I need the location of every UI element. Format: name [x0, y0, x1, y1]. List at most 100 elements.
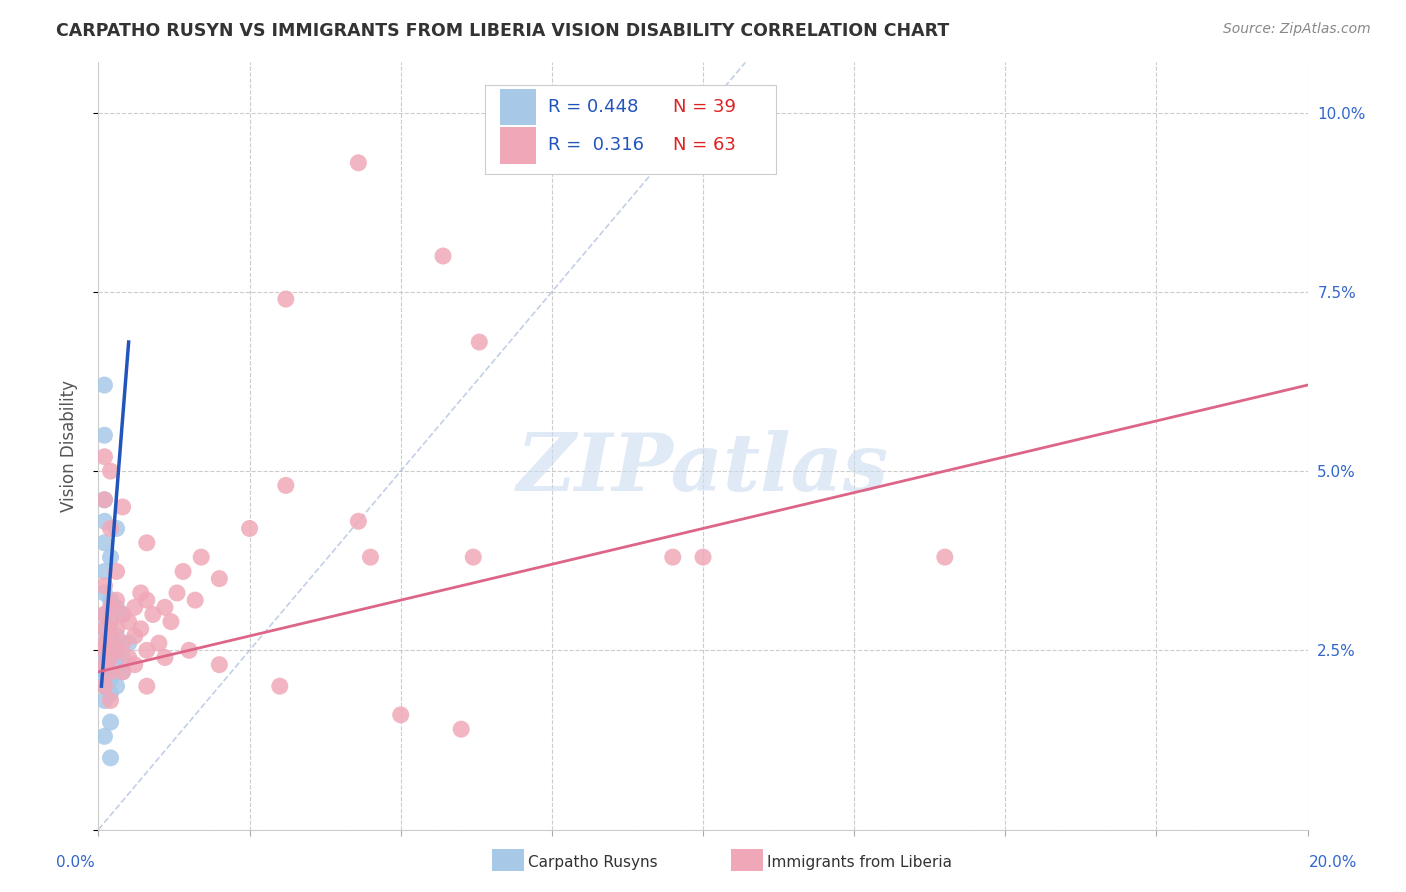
Point — [93, 428, 115, 442]
Point — [100, 665, 122, 679]
Text: R = 0.448: R = 0.448 — [548, 98, 638, 116]
Point — [111, 607, 134, 622]
Point — [100, 464, 122, 478]
Point — [100, 714, 122, 729]
Point — [93, 378, 115, 392]
Point — [100, 550, 122, 565]
Point — [124, 657, 146, 672]
Text: R =  0.316: R = 0.316 — [548, 136, 644, 154]
Point — [347, 156, 370, 170]
Point — [172, 565, 194, 579]
Point — [100, 600, 122, 615]
Point — [93, 514, 115, 528]
Point — [129, 586, 152, 600]
Point — [93, 586, 115, 600]
Point — [100, 615, 122, 629]
Point — [135, 536, 157, 550]
Text: 20.0%: 20.0% — [1309, 855, 1357, 870]
Point — [274, 292, 297, 306]
Point — [347, 514, 370, 528]
Point — [105, 521, 128, 535]
Point — [93, 636, 115, 650]
Point — [432, 249, 454, 263]
Point — [463, 550, 485, 565]
Point — [93, 672, 115, 686]
Point — [93, 492, 115, 507]
Point — [934, 550, 956, 565]
Y-axis label: Vision Disability: Vision Disability — [59, 380, 77, 512]
Point — [100, 615, 122, 629]
Point — [93, 665, 115, 679]
Point — [184, 593, 207, 607]
Point — [153, 650, 176, 665]
Point — [118, 615, 141, 629]
Point — [111, 636, 134, 650]
Point — [135, 643, 157, 657]
Point — [93, 657, 115, 672]
Point — [661, 550, 683, 565]
Point — [111, 665, 134, 679]
Point — [93, 679, 115, 693]
Point — [93, 657, 115, 672]
Point — [93, 693, 115, 707]
Point — [111, 607, 134, 622]
Point — [93, 643, 115, 657]
Point — [166, 586, 188, 600]
Point — [93, 730, 115, 744]
Point — [111, 650, 134, 665]
Point — [105, 679, 128, 693]
Point — [100, 751, 122, 765]
Point — [93, 643, 115, 657]
Point — [190, 550, 212, 565]
Point — [360, 550, 382, 565]
Point — [100, 693, 122, 707]
Point — [129, 622, 152, 636]
Bar — [501, 88, 536, 126]
Point — [208, 572, 231, 586]
Point — [93, 607, 115, 622]
Point — [389, 707, 412, 722]
Point — [93, 650, 115, 665]
Point — [93, 622, 115, 636]
Point — [692, 550, 714, 565]
Point — [93, 492, 115, 507]
Point — [105, 643, 128, 657]
Point — [124, 600, 146, 615]
Point — [100, 650, 122, 665]
Point — [111, 665, 134, 679]
Point — [468, 334, 491, 349]
Point — [93, 679, 115, 693]
Text: N = 39: N = 39 — [672, 98, 735, 116]
Text: Immigrants from Liberia: Immigrants from Liberia — [766, 855, 952, 870]
Point — [160, 615, 183, 629]
Point — [93, 450, 115, 464]
Point — [100, 672, 122, 686]
Point — [111, 500, 134, 514]
Point — [269, 679, 291, 693]
Text: Source: ZipAtlas.com: Source: ZipAtlas.com — [1223, 22, 1371, 37]
Point — [100, 629, 122, 643]
Point — [105, 593, 128, 607]
Text: CARPATHO RUSYN VS IMMIGRANTS FROM LIBERIA VISION DISABILITY CORRELATION CHART: CARPATHO RUSYN VS IMMIGRANTS FROM LIBERI… — [56, 22, 949, 40]
Point — [105, 600, 128, 615]
Point — [93, 607, 115, 622]
Point — [93, 565, 115, 579]
Point — [208, 657, 231, 672]
Point — [93, 636, 115, 650]
Point — [179, 643, 201, 657]
Point — [100, 593, 122, 607]
Point — [135, 593, 157, 607]
Point — [100, 665, 122, 679]
Point — [135, 679, 157, 693]
Point — [239, 521, 262, 535]
Point — [105, 657, 128, 672]
Point — [105, 629, 128, 643]
Point — [450, 722, 472, 736]
Point — [93, 579, 115, 593]
FancyBboxPatch shape — [485, 86, 776, 174]
Text: Carpatho Rusyns: Carpatho Rusyns — [527, 855, 657, 870]
Point — [118, 636, 141, 650]
Point — [124, 629, 146, 643]
Text: 0.0%: 0.0% — [56, 855, 96, 870]
Bar — [501, 127, 536, 164]
